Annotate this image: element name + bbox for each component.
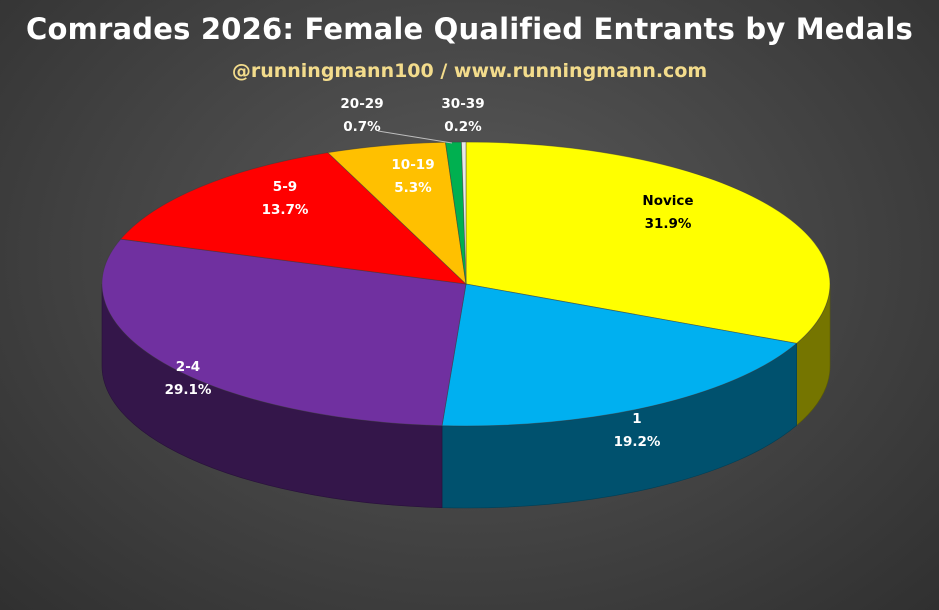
slice-value-10-19: 5.3% xyxy=(394,180,432,196)
chart-subtitle: @runningmann100 / www.runningmann.com xyxy=(231,60,708,82)
slice-value-30-39: 0.2% xyxy=(444,119,482,135)
pie-slice-1 xyxy=(441,283,798,427)
pie-labels: Novice 31.9% 1 19.2% 2-4 29.1% 5-9 13.7% 10-19 5.… xyxy=(165,96,694,450)
slice-label-novice: Novice xyxy=(642,193,693,209)
slice-label-10-19: 10-19 xyxy=(391,157,434,173)
pie-slice-novice xyxy=(465,141,831,344)
slice-value-20-29: 0.7% xyxy=(343,119,381,135)
slice-value-2-4: 29.1% xyxy=(165,382,212,398)
pie-slice-30-39 xyxy=(461,141,467,285)
pie-slice-5-9 xyxy=(119,152,468,285)
leader-line-20-29 xyxy=(377,130,453,144)
chart-title: Comrades 2026: Female Qualified Entrants… xyxy=(26,12,913,46)
slice-label-5-9: 5-9 xyxy=(273,179,297,195)
slice-label-20-29: 20-29 xyxy=(340,96,383,112)
slice-label-1: 1 xyxy=(632,411,641,427)
pie-sides xyxy=(101,283,831,509)
slice-value-1: 19.2% xyxy=(614,434,661,450)
slice-label-30-39: 30-39 xyxy=(441,96,484,112)
slice-value-novice: 31.9% xyxy=(645,216,692,232)
pie-slice-2-4 xyxy=(101,238,467,427)
pie-tops xyxy=(101,141,831,427)
slice-label-2-4: 2-4 xyxy=(176,359,200,375)
slice-value-5-9: 13.7% xyxy=(262,202,309,218)
